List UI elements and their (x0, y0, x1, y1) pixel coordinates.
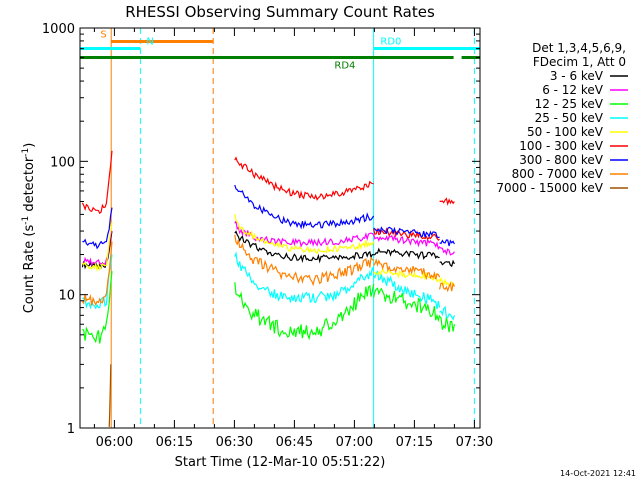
y-tick-label-3: 1000 (42, 22, 75, 37)
legend-label-1: 6 - 12 keV (542, 83, 604, 97)
series-line-0-seg-3 (439, 259, 455, 268)
series-line-7-seg-2 (373, 258, 441, 281)
y-label-exp2: -1 (21, 148, 31, 157)
y-tick-label-0: 1 (67, 422, 75, 437)
series-line-6-seg-3 (439, 239, 455, 247)
series-line-2-seg-1 (234, 282, 375, 341)
legend-label-0: 3 - 6 keV (550, 69, 604, 83)
series-line-0-seg-1 (234, 230, 374, 264)
legend-header-line1: Det 1,3,4,5,6,9, (532, 41, 626, 55)
series-line-0-seg-2 (373, 247, 440, 260)
x-tick-label-5: 07:15 (396, 435, 433, 450)
series-line-4-seg-2 (373, 267, 440, 283)
chart-title: RHESSI Observing Summary Count Rates (125, 3, 435, 21)
y-tick-label-2: 100 (50, 155, 75, 170)
series-line-5-seg-0 (81, 150, 113, 215)
series-line-1-seg-3 (439, 246, 455, 256)
series-line-7-seg-3 (439, 281, 455, 293)
axis-ticks: 06:00 06:15 06:30 06:45 07:00 07:15 07:30 1 10 10… (42, 22, 493, 450)
plot-frame (79, 27, 481, 429)
series-line-3-seg-0 (82, 254, 113, 310)
series-group (81, 150, 455, 428)
x-tick-label-1: 06:15 (156, 435, 193, 450)
series-line-6-seg-0 (82, 207, 113, 250)
series-line-1-seg-2 (373, 234, 441, 251)
series-line-6-seg-2 (373, 226, 440, 239)
series-line-8-seg-0 (108, 364, 112, 428)
series-line-2-seg-3 (439, 316, 455, 333)
y-label-part3: ) (22, 143, 37, 148)
series-line-5-seg-2 (373, 227, 440, 241)
flag-label-n: N (146, 37, 153, 48)
series-line-5-seg-3 (439, 197, 455, 207)
legend-header-line2: FDecim 1, Att 0 (533, 55, 626, 69)
series-line-2-seg-0 (82, 271, 113, 344)
y-label-exp1: -1 (21, 216, 31, 225)
legend-label-6: 300 - 800 keV (519, 153, 603, 167)
x-tick-label-6: 07:30 (456, 435, 493, 450)
legend-label-2: 12 - 25 keV (535, 97, 604, 111)
y-label-part1: Count Rate (s (22, 225, 37, 314)
flag-label-rd4: RD4 (334, 61, 355, 72)
x-tick-label-0: 06:00 (96, 435, 133, 450)
y-tick-label-1: 10 (58, 289, 75, 304)
series-line-6-seg-1 (234, 184, 375, 230)
legend: Det 1,3,4,5,6,9, FDecim 1, Att 0 3 - 6 k… (496, 41, 628, 195)
series-line-2-seg-2 (373, 287, 441, 323)
series-line-3-seg-3 (439, 305, 455, 321)
observing-flag-bars: S N RD0 RD4 (80, 30, 480, 72)
series-line-5-seg-1 (234, 156, 374, 201)
x-tick-label-2: 06:30 (216, 435, 253, 450)
footer-date: 14-Oct-2021 12:41 (560, 469, 636, 478)
flag-label-s: S (100, 30, 106, 41)
series-line-3-seg-1 (234, 251, 375, 304)
y-label-part2: detector (22, 156, 37, 216)
series-line-7-seg-1 (234, 234, 374, 287)
y-axis-label: Count Rate (s-1 detector-1) (21, 143, 37, 314)
flag-label-rd0: RD0 (380, 37, 401, 48)
vertical-markers (79, 28, 475, 428)
legend-label-4: 50 - 100 keV (527, 125, 604, 139)
series-line-1-seg-1 (234, 219, 375, 248)
series-line-4-seg-1 (234, 214, 375, 255)
legend-label-7: 800 - 7000 keV (512, 167, 604, 181)
x-axis-label: Start Time (12-Mar-10 05:51:22) (175, 455, 386, 470)
series-line-4-seg-0 (81, 222, 113, 272)
x-tick-label-4: 07:00 (336, 435, 373, 450)
series-line-4-seg-3 (439, 276, 455, 287)
series-line-7-seg-0 (81, 241, 113, 307)
series-line-3-seg-2 (373, 270, 441, 310)
legend-label-3: 25 - 50 keV (535, 111, 604, 125)
x-tick-label-3: 06:45 (276, 435, 313, 450)
legend-label-5: 100 - 300 keV (519, 139, 603, 153)
legend-label-8: 7000 - 15000 keV (496, 181, 603, 195)
